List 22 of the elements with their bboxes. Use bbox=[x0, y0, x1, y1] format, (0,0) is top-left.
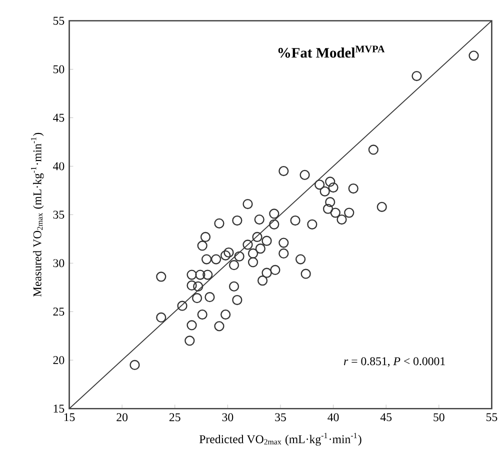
y-tick-label: 50 bbox=[53, 65, 64, 74]
y-tick-label: 40 bbox=[53, 162, 64, 170]
x-tick-label: 30 bbox=[222, 413, 234, 422]
y-tick-label: 25 bbox=[53, 308, 64, 316]
y-tick-label: 45 bbox=[53, 114, 64, 122]
y-tick-label: 55 bbox=[53, 16, 64, 25]
y-tick-label: 15 bbox=[54, 404, 64, 413]
x-tick-label: 40 bbox=[328, 413, 339, 422]
y-axis-title: Measured VO$_{2max}$ (mL·kg$^{-1}$·min$^{-1}$) bbox=[30, 132, 44, 297]
y-tick-label: 35 bbox=[53, 210, 64, 219]
y-tick-label: 30 bbox=[53, 259, 64, 268]
x-tick-label: 45 bbox=[380, 413, 392, 422]
y-tick-label: 20 bbox=[53, 356, 64, 364]
annotation: r = 0.851, P < 0.0001 bbox=[344, 357, 445, 367]
x-tick-label: 50 bbox=[434, 413, 444, 422]
x-tick-label: 15 bbox=[64, 413, 75, 422]
x-tick-label: 35 bbox=[275, 413, 286, 422]
text: %Fat Model$^{MVPA}$ bbox=[278, 46, 385, 58]
x-tick-label: 55 bbox=[486, 413, 498, 422]
x-tick-label: 20 bbox=[116, 413, 128, 422]
x-tick-label: 25 bbox=[169, 413, 180, 422]
x-axis-title: Predicted VO$_{2max}$ (mL·kg$^{-1}$·min$^{-1}$) bbox=[199, 432, 362, 446]
